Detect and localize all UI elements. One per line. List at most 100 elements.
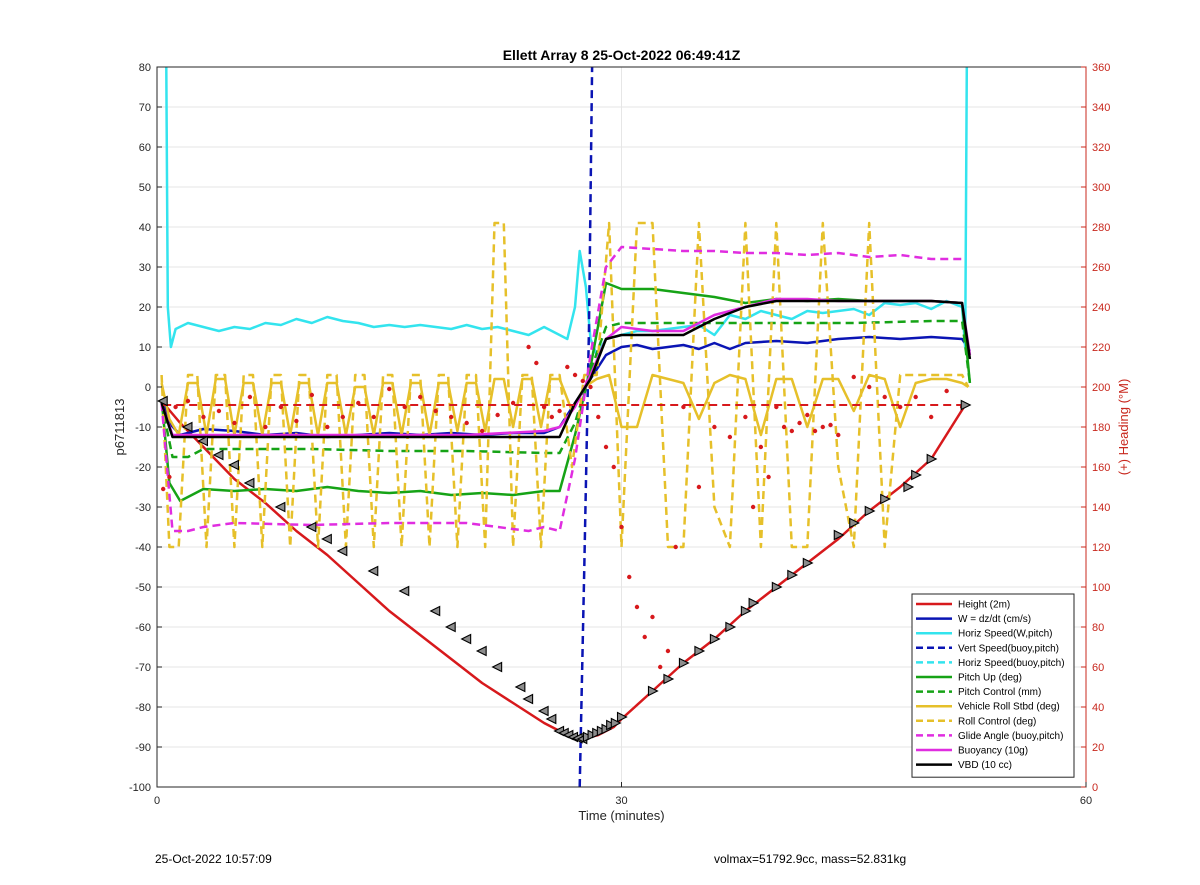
chart-title: Ellett Array 8 25-Oct-2022 06:49:41Z — [503, 47, 741, 63]
heading-point — [510, 400, 516, 406]
height-marker — [926, 453, 938, 465]
heading-point — [201, 414, 206, 420]
heading-point — [634, 604, 640, 610]
legend-label: Height (2m) — [958, 600, 1010, 611]
axes-layer: -100-90-80-70-60-50-40-30-20-10010203040… — [129, 62, 1110, 807]
series-line — [165, 67, 969, 357]
height-marker — [367, 565, 379, 577]
y2-tick-label: 360 — [1092, 62, 1110, 74]
height-marker — [663, 673, 675, 685]
footer-volmax-mass: volmax=51792.9cc, mass=52.831kg — [714, 852, 907, 866]
y2-tick-label: 340 — [1092, 102, 1110, 114]
series-line — [160, 221, 970, 549]
height-marker — [787, 569, 799, 581]
y-tick-label: 40 — [139, 222, 151, 234]
y-tick-label: -40 — [135, 542, 151, 554]
height-marker — [610, 717, 622, 729]
legend: Height (2m) W = dz/dt (cm/s) Horiz Speed(W… — [911, 593, 1075, 778]
heading-point — [565, 364, 570, 370]
y-tick-label: 50 — [139, 182, 151, 194]
series-line — [160, 245, 963, 533]
height-marker — [197, 435, 208, 447]
heading-point — [781, 424, 787, 430]
y-tick-label: 0 — [145, 382, 151, 394]
legend-label: Vehicle Roll Stbd (deg) — [958, 702, 1060, 713]
height-marker — [321, 533, 332, 545]
heading-point — [495, 412, 500, 418]
height-marker — [903, 481, 915, 493]
height-marker — [181, 421, 193, 433]
height-marker — [678, 657, 690, 669]
heading-point — [696, 484, 702, 490]
height-marker — [514, 681, 526, 693]
heading-point — [309, 392, 315, 398]
marker-layer — [156, 395, 972, 745]
height-marker — [833, 529, 845, 541]
legend-label: Roll Control (deg) — [958, 716, 1036, 727]
heading-point — [820, 424, 825, 430]
heading-point — [673, 544, 678, 550]
series-line — [578, 67, 594, 787]
y-axis-label: p6711813 — [112, 399, 127, 456]
y-tick-label: 30 — [139, 262, 151, 274]
heading-point — [325, 424, 330, 430]
heading-point — [913, 394, 918, 400]
heading-point — [805, 412, 810, 418]
heading-point — [294, 418, 299, 424]
y2-tick-label: 320 — [1092, 142, 1110, 154]
height-marker — [771, 581, 783, 593]
heading-point — [603, 444, 609, 450]
height-marker — [545, 713, 557, 725]
heading-point — [658, 664, 663, 670]
heading-point — [774, 404, 779, 410]
heading-point — [534, 360, 539, 366]
height-marker — [336, 545, 348, 557]
heading-point — [898, 404, 903, 410]
height-marker — [725, 621, 737, 633]
heading-point — [727, 434, 733, 440]
heading-point — [766, 474, 771, 480]
y2-tick-label: 80 — [1092, 622, 1104, 634]
y-tick-label: -60 — [135, 622, 151, 634]
y-tick-label: 20 — [139, 302, 151, 314]
y-tick-label: -80 — [135, 702, 151, 714]
heading-point — [928, 414, 934, 420]
heading-point — [627, 574, 632, 580]
heading-point — [526, 344, 531, 350]
height-marker — [911, 469, 922, 481]
heading-point — [596, 414, 601, 420]
y2-tick-label: 120 — [1092, 542, 1110, 554]
legend-label: W = dz/dt (cm/s) — [958, 614, 1031, 625]
height-marker — [802, 557, 814, 569]
height-marker — [864, 505, 876, 517]
y-tick-label: -70 — [135, 662, 151, 674]
y-tick-label: 60 — [139, 142, 151, 154]
height-marker — [305, 521, 317, 533]
legend-label: Vert Speed(buoy,pitch) — [958, 643, 1059, 654]
height-marker — [616, 711, 628, 723]
heading-point — [572, 372, 578, 378]
footer-timestamp: 25-Oct-2022 10:57:09 — [155, 852, 272, 866]
y2-tick-label: 140 — [1092, 502, 1110, 514]
y-tick-label: -50 — [135, 582, 151, 594]
heading-point — [541, 404, 547, 410]
legend-box — [911, 593, 1075, 778]
heading-point — [402, 404, 407, 410]
y2-tick-label: 0 — [1092, 782, 1098, 794]
y2-tick-label: 160 — [1092, 462, 1110, 474]
heading-point — [247, 394, 253, 400]
heading-point — [665, 648, 671, 654]
heading-point — [371, 414, 376, 420]
heading-point — [448, 414, 454, 420]
heading-point — [758, 444, 764, 450]
height-marker — [709, 633, 721, 645]
heading-point — [828, 422, 833, 428]
heading-point — [619, 524, 624, 530]
legend-label: Horiz Speed(W,pitch) — [958, 629, 1052, 640]
legend-label: Horiz Speed(buoy,pitch) — [958, 658, 1065, 669]
y-tick-label: -90 — [135, 742, 151, 754]
y2-tick-label: 220 — [1092, 342, 1110, 354]
height-marker — [849, 517, 860, 529]
y2-tick-label: 180 — [1092, 422, 1110, 434]
